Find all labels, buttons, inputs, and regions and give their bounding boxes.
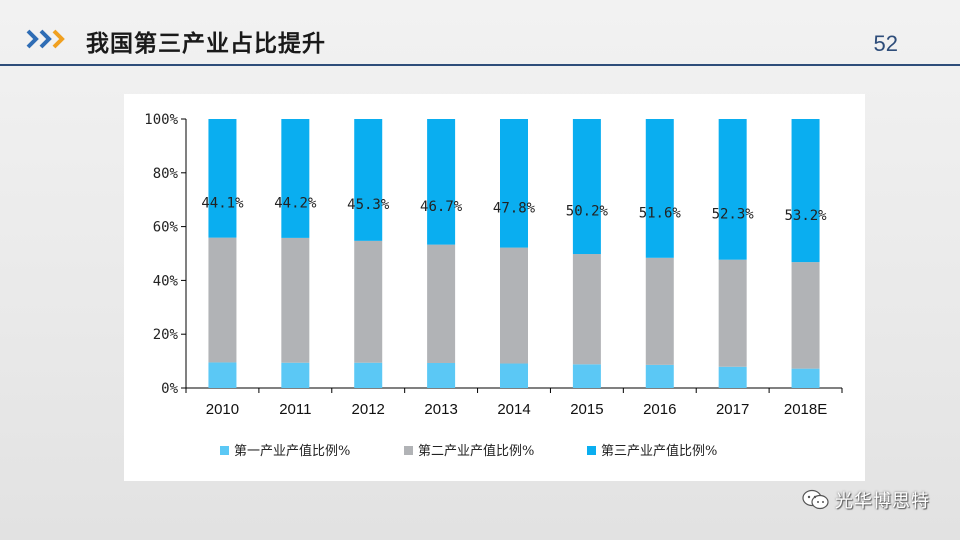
- slide-title: 我国第三产业占比提升: [86, 31, 326, 57]
- x-tick-label: 2015: [570, 401, 603, 418]
- data-label: 44.1%: [201, 196, 244, 212]
- legend-label: 第二产业产值比例%: [418, 443, 534, 459]
- bar-segment-2: [572, 254, 601, 365]
- wechat-icon: [802, 489, 829, 510]
- x-tick-label: 2017: [716, 401, 749, 418]
- data-label: 44.2%: [274, 196, 317, 212]
- chart-panel: 0% 20% 40% 60% 80% 100% 44.1% 2010 44.2% 2011 45.3…: [124, 94, 865, 481]
- y-tick-label: 60%: [153, 220, 179, 236]
- data-label: 53.2%: [784, 208, 827, 224]
- watermark-text: 光华博思特: [835, 491, 930, 512]
- x-tick-label: 2011: [279, 401, 311, 418]
- bar-segment-1: [427, 362, 456, 388]
- legend-swatch: [587, 446, 596, 455]
- data-label: 47.8%: [493, 201, 536, 217]
- bar-segment-2: [500, 247, 528, 364]
- data-label: 51.6%: [639, 206, 682, 222]
- y-tick-label: 80%: [153, 166, 179, 182]
- legend-label: 第三产业产值比例%: [601, 443, 717, 459]
- bar-segment-2: [281, 237, 310, 363]
- bar-segment-2: [354, 240, 383, 363]
- x-tick-label: 2010: [206, 401, 239, 418]
- bar-segment-3: [500, 119, 528, 248]
- x-tick-label: 2014: [497, 401, 530, 418]
- bar-segment-1: [281, 362, 310, 388]
- bar-segment-1: [718, 366, 747, 388]
- bar-segment-3: [208, 119, 237, 238]
- bar-segment-1: [354, 362, 383, 388]
- bar-segment-3: [354, 119, 383, 241]
- bar-segment-1: [791, 368, 820, 388]
- data-label: 45.3%: [347, 197, 390, 213]
- bar-segment-2: [427, 244, 456, 363]
- bar-segment-2: [208, 237, 237, 363]
- y-tick-label: 100%: [144, 112, 178, 128]
- bar-segment-3: [281, 119, 310, 238]
- chevrons-icon: [26, 29, 65, 49]
- bar-segment-3: [427, 119, 456, 245]
- x-tick-label: 2018E: [784, 401, 827, 418]
- y-tick-label: 0%: [161, 381, 178, 397]
- watermark: 光华博思特: [801, 486, 930, 514]
- bar-segment-1: [645, 364, 674, 388]
- data-label: 52.3%: [712, 207, 755, 223]
- bar-segment-2: [645, 257, 674, 365]
- bar-segment-3: [645, 119, 674, 258]
- y-tick-label: 40%: [153, 273, 179, 289]
- bar-segment-3: [718, 119, 747, 260]
- data-label: 50.2%: [566, 204, 609, 220]
- legend-label: 第一产业产值比例%: [234, 443, 350, 459]
- x-tick-label: 2016: [643, 401, 676, 418]
- y-tick-label: 20%: [153, 327, 179, 343]
- bar-segment-1: [572, 364, 601, 388]
- legend-swatch: [220, 446, 229, 455]
- bar-segment-2: [718, 259, 747, 367]
- x-tick-label: 2013: [424, 401, 457, 418]
- page-number: 52: [873, 31, 898, 56]
- bar-segment-3: [791, 119, 820, 263]
- header-bar: 我国第三产业占比提升 52: [0, 0, 960, 66]
- bar-segment-1: [208, 362, 237, 388]
- bar-segment-3: [572, 119, 601, 255]
- stacked-bar-chart: 0% 20% 40% 60% 80% 100% 44.1% 2010 44.2% 2011 45.3…: [144, 112, 843, 459]
- legend-swatch: [404, 446, 413, 455]
- x-tick-label: 2012: [352, 401, 385, 418]
- bar-segment-1: [500, 363, 528, 388]
- bar-segment-2: [791, 262, 820, 369]
- data-label: 46.7%: [420, 199, 463, 215]
